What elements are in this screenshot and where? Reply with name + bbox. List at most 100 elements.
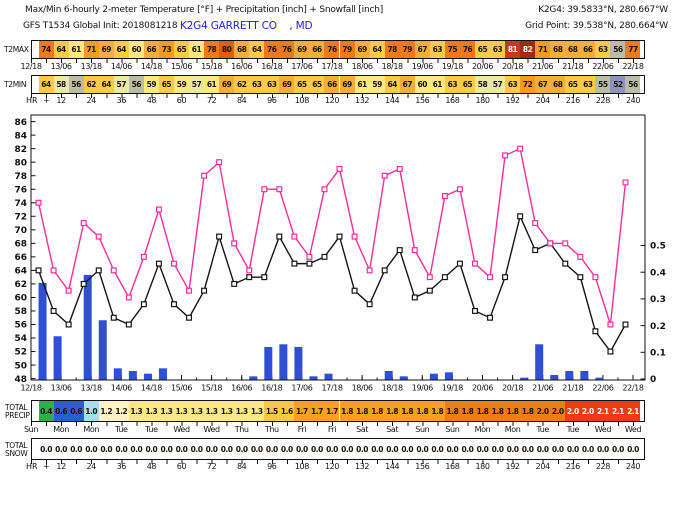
- total-snow-row-cell: 0.0: [399, 439, 415, 459]
- tmax-line-marker: [592, 274, 599, 281]
- date-label: 14/06: [110, 62, 132, 71]
- t2max-row-cell: 79: [339, 41, 355, 58]
- t2min-row-cell: 62: [234, 76, 250, 93]
- total-snow-row-cell: 0.0: [53, 439, 69, 459]
- day-label: Sat: [356, 425, 369, 434]
- tmax-line-marker: [261, 186, 268, 193]
- t2max-row-cell: 64: [53, 41, 69, 58]
- total-precip-row-cell: 1.3: [249, 401, 265, 421]
- tmin-line-marker: [471, 307, 478, 314]
- chart-date-label: 16/06: [231, 384, 252, 393]
- tmax-line-marker: [65, 287, 72, 294]
- tmax-line-marker: [562, 240, 569, 247]
- tmax-line-marker: [532, 220, 539, 227]
- total-snow-row-cell: 0.0: [550, 439, 566, 459]
- t2max-row-cell: 74: [38, 41, 54, 58]
- chart-date-label: 14/06: [111, 384, 132, 393]
- total-precip-row-cell: 2.0: [535, 401, 551, 421]
- day-label: Tue: [536, 425, 549, 434]
- right-axis-label: 0.4: [650, 268, 666, 278]
- date-label: 19/06: [411, 62, 433, 71]
- precip-bar: [520, 377, 529, 380]
- day-label: Sun: [23, 425, 39, 434]
- hour-label: 240: [625, 462, 641, 471]
- total-precip-row-cell: 1.8: [414, 401, 430, 421]
- hour-label: 132: [355, 96, 370, 105]
- t2max-row-cell: 68: [565, 41, 581, 58]
- total-snow-row-cell: 0.0: [384, 439, 400, 459]
- total-snow-row-cell: 0.0: [565, 439, 581, 459]
- total-snow-row-cell: 0.0: [98, 439, 114, 459]
- tmin-line-marker: [50, 307, 57, 314]
- tmin-line-path: [37, 214, 627, 353]
- chart-date-label: 22/18: [622, 384, 643, 393]
- total-snow-row-cell: 0.0: [38, 439, 54, 459]
- total-snow-row-cell: 0.0: [339, 439, 355, 459]
- date-labels-strip: 12/18 13/06 13/18 14/06 14/18 15/06 15/18 16/06…: [0, 62, 676, 72]
- total-precip-row-cell: 1.6: [279, 401, 295, 421]
- date-label: 18/06: [351, 62, 373, 71]
- day-label: Wed: [594, 425, 612, 434]
- date-label: 15/18: [201, 62, 223, 71]
- hour-label: 168: [445, 462, 460, 471]
- hour-labels-strip: 12 24 36 48 60 72 84 96 108 120 132 144 156 168 180 192…: [0, 462, 676, 472]
- date-label: 17/06: [291, 62, 313, 71]
- t2max-row-cell: 68: [550, 41, 566, 58]
- day-labels-strip: Sun Mon Mon Tue Tue Wed Wed Thu Thu Fri Fri Sat Sat S…: [0, 425, 676, 435]
- tmin-line-marker: [110, 314, 117, 321]
- left-axis-label: 56: [14, 321, 27, 331]
- left-axis-label: 64: [14, 267, 27, 277]
- total-precip-row-cell: 1.3: [189, 401, 205, 421]
- t2max-row-cell: 75: [444, 41, 460, 58]
- t2max-row-cell: 56: [610, 41, 626, 58]
- chart-plot-box: [30, 114, 646, 381]
- date-label: 12/18: [20, 62, 42, 71]
- hour-label: 96: [267, 462, 277, 471]
- total-snow-label-line2: SNOW: [5, 449, 28, 458]
- tmin-line-marker: [216, 233, 223, 240]
- day-label: Wed: [624, 425, 642, 434]
- tmin-line-marker: [411, 294, 418, 301]
- day-label: Mon: [83, 425, 100, 434]
- precip-bar: [595, 377, 604, 380]
- t2max-row-cell: 69: [294, 41, 310, 58]
- t2min-row-cell: 69: [279, 76, 295, 93]
- total-precip-row-cell: 2.1: [595, 401, 611, 421]
- t2max-row-cell: 82: [520, 41, 536, 58]
- date-label: 19/18: [441, 62, 463, 71]
- t2min-row-cell: 57: [189, 76, 205, 93]
- total-precip-row-cell: 1.8: [399, 401, 415, 421]
- tmax-line-marker: [456, 186, 463, 193]
- hour-label: 180: [475, 96, 490, 105]
- hour-label: 228: [595, 462, 610, 471]
- date-label: 21/06: [532, 62, 554, 71]
- chart-date-label: 19/06: [412, 384, 433, 393]
- tmin-line-marker: [186, 314, 193, 321]
- total-snow-row-cell: 0.0: [249, 439, 265, 459]
- left-axis-label: 72: [14, 212, 27, 222]
- date-label: 13/06: [50, 62, 72, 71]
- hour-label: 72: [206, 96, 217, 105]
- total-precip-row-cell: 1.7: [309, 401, 325, 421]
- t2max-row-cell: 69: [354, 41, 370, 58]
- t2min-row-cell: 64: [38, 76, 54, 93]
- chart-date-label: 17/06: [291, 384, 312, 393]
- tmax-line-marker: [170, 260, 177, 267]
- t2max-row-cell: 65: [474, 41, 490, 58]
- day-label: Tue: [566, 425, 580, 434]
- t2min-row: 64 58 56 62 64 57 56 59 65 59 57 61 69 62 63 63 69 65 65 66…: [31, 75, 645, 94]
- t2min-row-cell: 58: [53, 76, 69, 93]
- date-label: 15/06: [170, 62, 193, 71]
- total-snow-row-cell: 0.0: [219, 439, 235, 459]
- precip-bar: [98, 320, 107, 380]
- chart-date-label: 15/06: [171, 384, 192, 393]
- hour-label: 108: [294, 462, 309, 471]
- t2min-row-cell: 56: [128, 76, 144, 93]
- tick-marks: [31, 422, 646, 426]
- tmax-line-marker: [291, 233, 298, 240]
- t2min-row-cell: 63: [264, 76, 280, 93]
- hour-label: 36: [116, 96, 127, 105]
- t2min-row-cell: 59: [173, 76, 189, 93]
- total-snow-row-cell: 0.0: [279, 439, 295, 459]
- total-precip-row-cell: 0.6: [53, 401, 69, 421]
